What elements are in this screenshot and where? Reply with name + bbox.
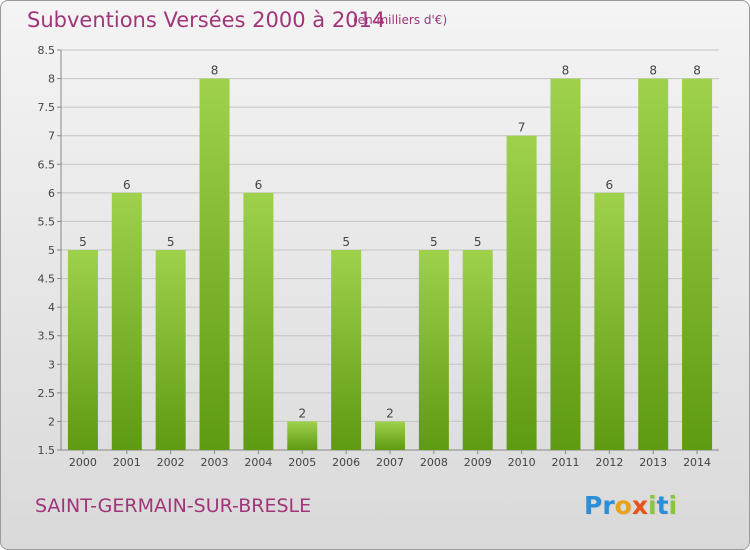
y-tick-label: 3 (48, 358, 55, 371)
x-tick-label: 2004 (244, 456, 272, 469)
data-label-2010: 7 (518, 121, 526, 135)
data-label-2014: 8 (693, 64, 701, 78)
y-tick-label: 4 (48, 301, 55, 314)
bar-2004 (243, 192, 274, 450)
x-tick-label: 2002 (157, 456, 185, 469)
data-label-2007: 2 (386, 406, 394, 420)
x-tick-label: 2013 (639, 456, 667, 469)
x-tick-label: 2011 (551, 456, 579, 469)
data-label-2013: 8 (649, 64, 657, 78)
data-label-2012: 6 (606, 178, 614, 192)
y-tick-label: 7 (48, 130, 55, 143)
chart-title: Subventions Versées 2000 à 2014 (27, 8, 386, 32)
logo-letter: r (602, 491, 615, 520)
data-label-2009: 5 (474, 235, 482, 249)
commune-name: SAINT-GERMAIN-SUR-BRESLE (35, 495, 312, 517)
x-tick-label: 2014 (683, 456, 711, 469)
logo-letter: P (584, 491, 603, 520)
data-label-2006: 5 (342, 235, 350, 249)
x-tick-label: 2008 (420, 456, 448, 469)
data-label-2001: 6 (123, 178, 131, 192)
data-label-2005: 2 (298, 406, 306, 420)
logo-letter: i (648, 491, 657, 520)
y-tick-label: 2.5 (38, 387, 56, 400)
bar-2002 (155, 250, 186, 450)
data-label-2003: 8 (211, 64, 219, 78)
logo-letter: x (631, 491, 648, 520)
x-tick-label: 2007 (376, 456, 404, 469)
x-tick-label: 2006 (332, 456, 360, 469)
y-tick-label: 6 (48, 187, 55, 200)
y-tick-label: 6.5 (38, 158, 56, 171)
x-tick-label: 2001 (113, 456, 141, 469)
data-label-2011: 8 (562, 64, 570, 78)
y-tick-label: 8 (48, 73, 55, 86)
bar-2010 (506, 135, 537, 450)
bar-2000 (67, 250, 98, 450)
bar-2005 (287, 421, 318, 450)
x-tick-label: 2012 (595, 456, 623, 469)
y-tick-label: 4.5 (38, 273, 56, 286)
x-tick-label: 2005 (288, 456, 316, 469)
bar-2009 (462, 250, 493, 450)
bar-2007 (375, 421, 405, 450)
logo-letter: i (668, 491, 678, 520)
x-tick-label: 2003 (201, 456, 229, 469)
y-tick-label: 8.5 (38, 44, 56, 57)
bar-2008 (418, 250, 449, 450)
bar-2012 (594, 192, 625, 450)
x-tick-label: 2000 (69, 456, 97, 469)
proxiti-logo: Proxiti (584, 491, 677, 520)
data-label-2008: 5 (430, 235, 438, 249)
logo-letter: o (614, 491, 632, 520)
unit-note: (en milliers d'€) (353, 13, 448, 27)
bar-2001 (111, 192, 142, 450)
y-tick-label: 7.5 (38, 101, 56, 114)
data-label-2000: 5 (79, 235, 87, 249)
y-tick-label: 1.5 (38, 444, 56, 457)
y-tick-label: 3.5 (38, 330, 56, 343)
y-tick-label: 5 (48, 244, 55, 257)
x-tick-label: 2009 (464, 456, 492, 469)
y-tick-label: 5.5 (38, 215, 56, 228)
bar-2014 (682, 78, 713, 451)
x-tick-label: 2010 (508, 456, 536, 469)
bar-2006 (331, 250, 362, 450)
bar-2013 (638, 78, 669, 451)
bar-2011 (550, 78, 581, 451)
logo-letter: t (656, 491, 669, 520)
data-label-2004: 6 (255, 178, 263, 192)
data-label-2002: 5 (167, 235, 175, 249)
y-tick-label: 2 (48, 415, 55, 428)
bar-2003 (199, 78, 230, 451)
